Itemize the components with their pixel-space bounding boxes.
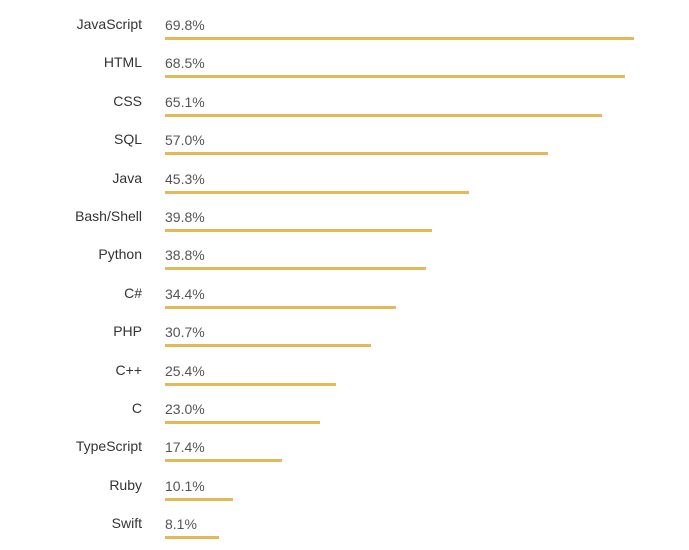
bar	[165, 113, 603, 117]
bar	[165, 37, 634, 40]
bar	[165, 421, 320, 424]
category-label: TypeScript	[75, 438, 142, 455]
value-label: 38.8%	[165, 247, 205, 264]
value-label: 23.0%	[165, 401, 205, 417]
value-label: 17.4%	[165, 439, 205, 456]
category-label: JavaScript	[76, 16, 142, 32]
bar	[165, 152, 548, 156]
value-label: 34.4%	[165, 285, 205, 302]
category-label: C#	[124, 284, 142, 301]
bar	[165, 305, 397, 309]
bar	[165, 536, 220, 540]
category-label: SQL	[113, 131, 142, 148]
bar	[165, 267, 426, 271]
category-label: Python	[98, 246, 142, 263]
value-label: 68.5%	[165, 55, 205, 72]
bar	[165, 382, 336, 386]
category-label: C	[131, 400, 142, 416]
value-label: 10.1%	[165, 477, 205, 494]
category-label: PHP	[113, 323, 142, 340]
category-label: Bash/Shell	[75, 208, 142, 224]
bar	[165, 497, 233, 501]
value-label: 8.1%	[165, 516, 197, 533]
bar	[165, 344, 372, 348]
value-label: 65.1%	[165, 93, 205, 110]
category-label: HTML	[103, 54, 142, 71]
value-label: 57.0%	[165, 132, 205, 149]
category-label: Swift	[111, 515, 142, 532]
value-label: 69.8%	[165, 17, 205, 33]
bar	[165, 459, 282, 463]
value-label: 30.7%	[165, 324, 205, 341]
category-label: C++	[115, 361, 142, 378]
category-label: Ruby	[109, 476, 142, 493]
value-label: 39.8%	[165, 209, 205, 225]
category-label: CSS	[113, 92, 142, 109]
category-label: Java	[112, 169, 142, 186]
bar	[165, 190, 470, 194]
value-label: 25.4%	[165, 362, 205, 379]
bar	[165, 75, 626, 79]
bar	[165, 229, 433, 232]
value-label: 45.3%	[165, 170, 205, 187]
